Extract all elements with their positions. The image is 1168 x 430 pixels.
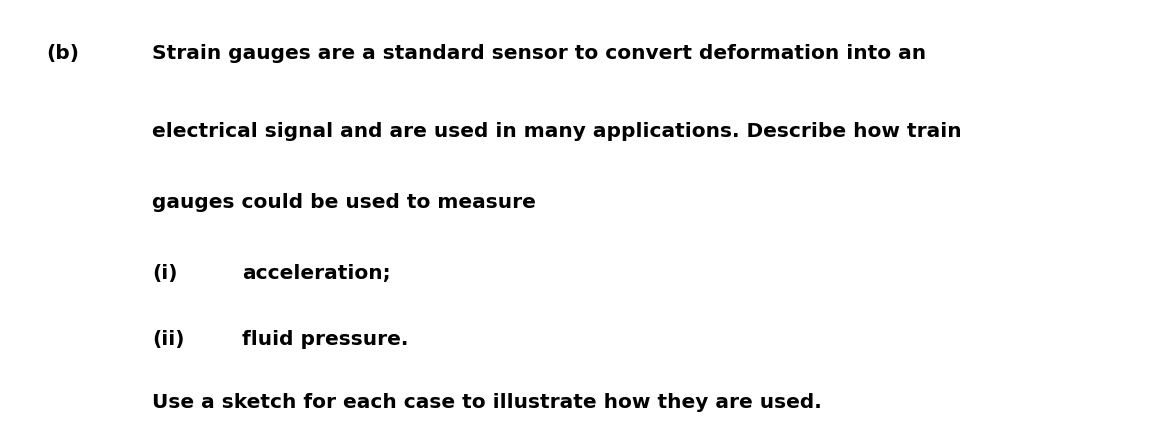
Text: gauges could be used to measure: gauges could be used to measure <box>152 193 536 212</box>
Text: Strain gauges are a standard sensor to convert deformation into an: Strain gauges are a standard sensor to c… <box>152 44 926 63</box>
Text: electrical signal and are used in many applications. Describe how train: electrical signal and are used in many a… <box>152 122 961 141</box>
Text: (i): (i) <box>152 264 178 283</box>
Text: (b): (b) <box>47 44 79 63</box>
Text: fluid pressure.: fluid pressure. <box>242 330 408 349</box>
Text: (ii): (ii) <box>152 330 185 349</box>
Text: Use a sketch for each case to illustrate how they are used.: Use a sketch for each case to illustrate… <box>152 393 821 412</box>
Text: acceleration;: acceleration; <box>242 264 390 283</box>
